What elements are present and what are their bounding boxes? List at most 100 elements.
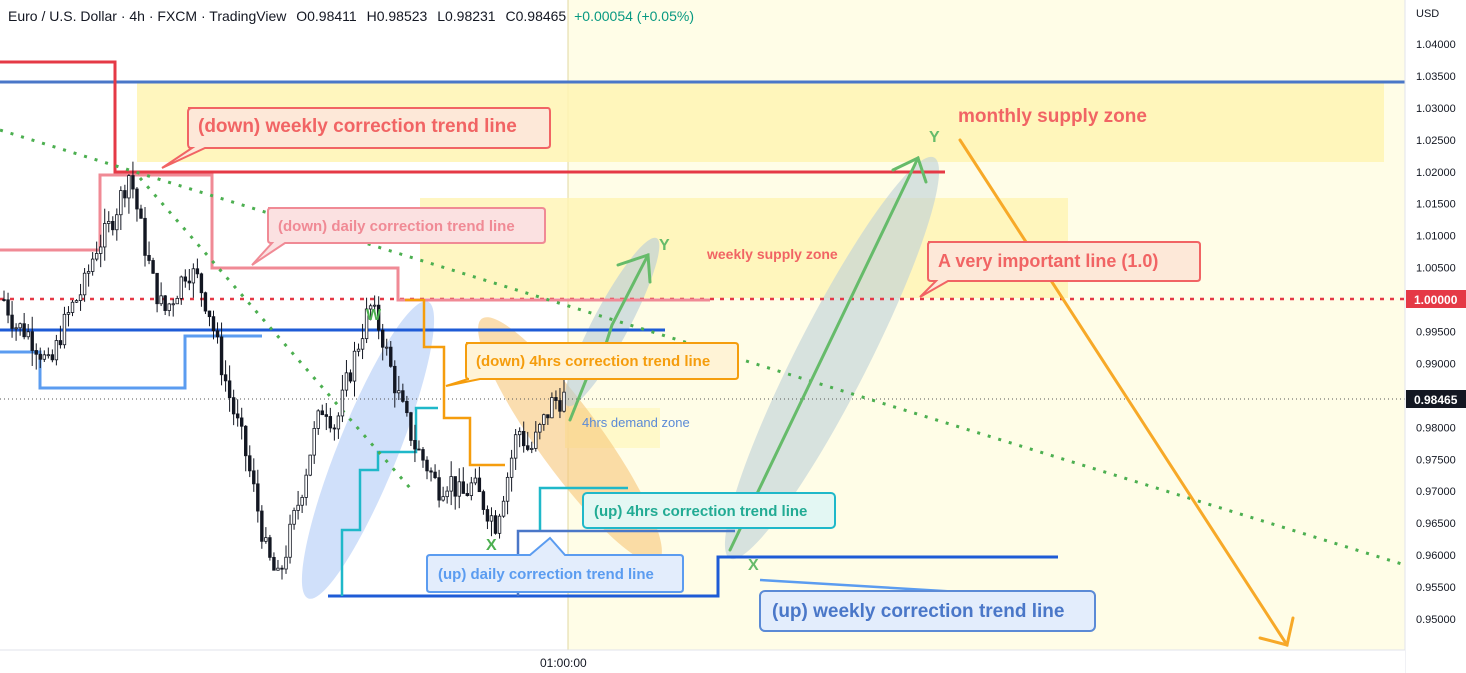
- candle-body: [526, 445, 530, 450]
- candle-body: [546, 414, 550, 419]
- candle-body: [119, 190, 123, 216]
- candle-body: [82, 272, 87, 296]
- candle-body: [538, 424, 542, 433]
- candle-body: [489, 515, 494, 522]
- callout-important-line-text: A very important line (1.0): [938, 251, 1158, 271]
- callout-down-daily-text: (down) daily correction trend line: [278, 218, 515, 235]
- step-cyan-4hrs-2: [538, 486, 628, 530]
- candle-body: [183, 276, 187, 282]
- candle-body: [465, 493, 469, 496]
- time-axis[interactable]: [0, 650, 1405, 673]
- candle-body: [284, 556, 288, 570]
- candle-body: [151, 260, 155, 274]
- candle-body: [517, 430, 522, 436]
- callout-down-daily[interactable]: (down) daily correction trend line: [251, 207, 546, 266]
- symbol-header: Euro / U.S. Dollar · 4h · FXCM · Trading…: [8, 8, 694, 24]
- candle-body: [215, 330, 220, 338]
- candle-body: [433, 471, 437, 479]
- zone-label-monthly: monthly supply zone: [958, 106, 1147, 127]
- candle-body: [380, 329, 385, 348]
- candle-body: [235, 413, 240, 419]
- y-tick-label: 0.95000: [1416, 614, 1456, 626]
- y-tick-label: 1.01500: [1416, 199, 1456, 211]
- candle-body: [409, 412, 413, 441]
- candle-body: [211, 316, 216, 332]
- candle-body: [397, 390, 401, 394]
- y-tick-label: 1.03000: [1416, 103, 1456, 115]
- arrow-forecast-down: [958, 138, 1289, 647]
- ohlc-low: L0.98231: [437, 8, 496, 24]
- candle-body: [280, 567, 284, 570]
- candle-body: [123, 190, 127, 199]
- callout-up-4hrs[interactable]: (up) 4hrs correction trend line: [582, 492, 836, 529]
- candle-body: [401, 390, 405, 402]
- callout-up-daily[interactable]: (up) daily correction trend line: [426, 536, 684, 593]
- candle-body: [368, 305, 373, 310]
- y-tick-label: 0.99000: [1416, 358, 1456, 370]
- callout-down-weekly[interactable]: (down) weekly correction trend line: [161, 107, 551, 169]
- dotted-trend-short: [138, 177, 412, 489]
- candle-body: [203, 292, 208, 312]
- candle-body: [171, 303, 175, 306]
- candle-body: [513, 434, 518, 459]
- candle-body: [320, 410, 324, 416]
- ellipse-blue-wave: [301, 301, 435, 599]
- candle-body: [86, 271, 91, 274]
- candle-body: [356, 348, 361, 352]
- interval[interactable]: 4h: [129, 8, 145, 24]
- candle-body: [344, 372, 349, 391]
- ohlc-high: H0.98523: [366, 8, 428, 24]
- candle-body: [449, 476, 453, 492]
- wave-label-y-small: Y: [659, 237, 670, 254]
- candle-body: [135, 188, 139, 210]
- candle-body: [457, 481, 461, 497]
- candle-body: [558, 400, 562, 412]
- candle-body: [175, 298, 179, 305]
- candle-body: [421, 449, 425, 461]
- candle-body: [461, 481, 465, 494]
- candle-body: [332, 427, 337, 430]
- symbol-name[interactable]: Euro / U.S. Dollar: [8, 8, 117, 24]
- candle-body: [74, 300, 79, 303]
- candle-body: [316, 410, 320, 429]
- arrow-forecast-down-head: [1258, 616, 1295, 647]
- candle-body: [300, 497, 304, 506]
- y-tick-label: 0.95500: [1416, 582, 1456, 594]
- candle-body: [6, 299, 10, 316]
- candle-body: [38, 353, 42, 360]
- candle-body: [231, 397, 236, 415]
- candle-body: [155, 272, 159, 305]
- candle-body: [107, 220, 111, 224]
- candle-body: [372, 304, 377, 307]
- candle-body: [94, 253, 99, 260]
- callout-important-line[interactable]: A very important line (1.0): [919, 241, 1201, 298]
- candle-body: [505, 476, 510, 502]
- candle-body: [58, 340, 63, 346]
- wave-label-x-first: X: [486, 537, 497, 554]
- candle-body: [2, 299, 6, 301]
- candle-body: [207, 310, 212, 318]
- ohlc-close: C0.98465: [505, 8, 567, 24]
- candle-body: [143, 217, 147, 256]
- y-tick-label: 0.96000: [1416, 550, 1456, 562]
- candle-body: [296, 504, 300, 511]
- candle-body: [252, 470, 256, 485]
- zone-label-4hrs-demand: 4hrs demand zone: [582, 415, 690, 430]
- candle-body: [417, 448, 421, 451]
- price-axis[interactable]: [1405, 0, 1466, 673]
- candle-body: [352, 350, 357, 382]
- callout-down-4hrs[interactable]: (down) 4hrs correction trend line: [445, 342, 739, 387]
- candle-body: [501, 500, 506, 517]
- callout-up-4hrs-text: (up) 4hrs correction trend line: [594, 503, 807, 520]
- callout-up-weekly[interactable]: (up) weekly correction trend line: [759, 590, 1096, 632]
- candle-body: [260, 510, 264, 542]
- candle-body: [167, 303, 171, 311]
- candle-body: [389, 346, 393, 367]
- y-tick-label: 0.98000: [1416, 422, 1456, 434]
- candle-body: [308, 454, 312, 476]
- candle-body: [26, 331, 30, 338]
- candle-body: [268, 537, 272, 558]
- candle-body: [239, 417, 244, 427]
- candle-body: [376, 304, 381, 331]
